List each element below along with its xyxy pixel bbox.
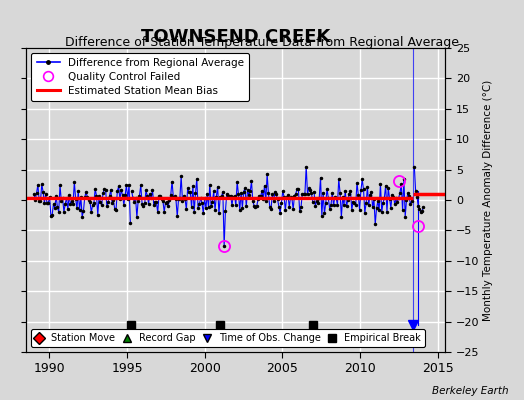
Legend: Station Move, Record Gap, Time of Obs. Change, Empirical Break: Station Move, Record Gap, Time of Obs. C… — [31, 329, 424, 347]
Y-axis label: Monthly Temperature Anomaly Difference (°C): Monthly Temperature Anomaly Difference (… — [484, 79, 494, 321]
Title: TOWNSEND CREEK: TOWNSEND CREEK — [141, 28, 331, 46]
Text: Difference of Station Temperature Data from Regional Average: Difference of Station Temperature Data f… — [65, 36, 459, 49]
Text: Berkeley Earth: Berkeley Earth — [432, 386, 508, 396]
